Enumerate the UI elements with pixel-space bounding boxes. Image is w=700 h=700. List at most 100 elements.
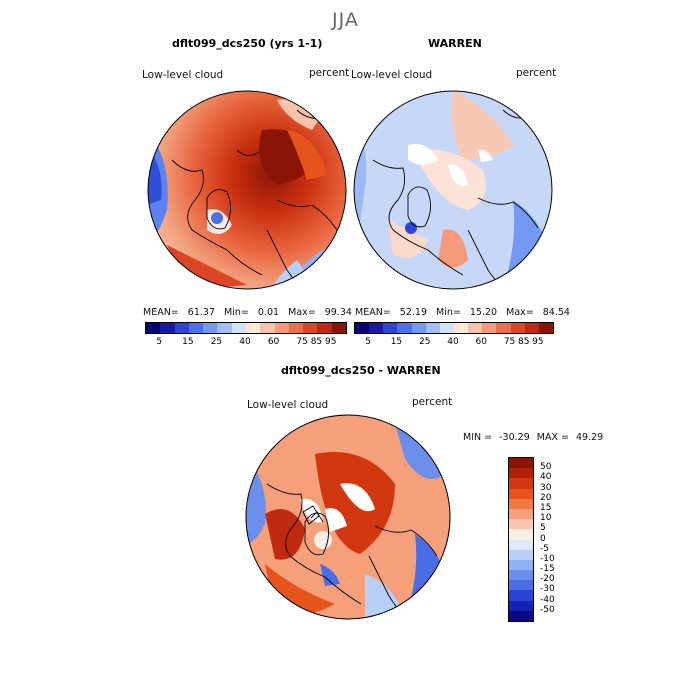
colorbar-swatch bbox=[496, 323, 511, 333]
panel2-mean-value: 52.19 bbox=[399, 307, 427, 318]
colorbar-swatch bbox=[482, 323, 497, 333]
diff-colorbar bbox=[508, 457, 534, 622]
colorbar-tick-label: -15 bbox=[540, 564, 555, 575]
panel2-min-value: 15.20 bbox=[469, 307, 498, 318]
colorbar-swatch bbox=[288, 323, 304, 333]
colorbar-tick-label: 85 bbox=[310, 337, 323, 347]
colorbar-tick-label: 50 bbox=[540, 462, 552, 473]
panel2-variable-label: Low-level cloud bbox=[351, 69, 433, 81]
colorbar-tick-label: 60 bbox=[267, 337, 280, 347]
panel1-units-label: percent bbox=[309, 67, 350, 79]
colorbar-tick-label: 95 bbox=[324, 337, 337, 347]
colorbar-tick-label: -5 bbox=[540, 543, 549, 554]
colorbar-swatch bbox=[509, 539, 533, 550]
diff-max-value: 49.29 bbox=[576, 432, 604, 443]
colorbar-swatch bbox=[509, 468, 533, 479]
panel2-mean-label: MEAN= bbox=[355, 307, 391, 318]
season-title: JJA bbox=[332, 9, 359, 31]
colorbar-tick-label: 25 bbox=[418, 337, 431, 347]
panel1-min-label: Min= bbox=[224, 307, 249, 318]
colorbar-swatch bbox=[260, 323, 275, 333]
colorbar-swatch bbox=[160, 323, 175, 333]
panel2-min-label: Min= bbox=[436, 307, 461, 318]
panel1-mean-label: MEAN= bbox=[143, 307, 179, 318]
colorbar-tick-label: -20 bbox=[540, 574, 555, 585]
panel2-colorbar bbox=[354, 322, 554, 334]
colorbar-swatch bbox=[509, 559, 533, 571]
colorbar-tick-label: 15 bbox=[390, 337, 403, 347]
colorbar-swatch bbox=[174, 323, 189, 333]
colorbar-swatch bbox=[369, 323, 384, 333]
colorbar-swatch bbox=[509, 458, 533, 469]
colorbar-tick-label: 75 bbox=[503, 337, 516, 347]
colorbar-swatch bbox=[509, 580, 533, 591]
colorbar-swatch bbox=[509, 570, 533, 581]
colorbar-tick-label: 40 bbox=[239, 337, 251, 347]
colorbar-swatch bbox=[538, 323, 553, 333]
colorbar-swatch bbox=[274, 323, 289, 333]
colorbar-swatch bbox=[245, 323, 261, 333]
colorbar-swatch bbox=[509, 508, 533, 520]
colorbar-tick-label: 5 bbox=[365, 337, 372, 347]
colorbar-swatch bbox=[468, 323, 483, 333]
colorbar-tick-label: 25 bbox=[210, 337, 223, 347]
panel1-mean-value: 61.37 bbox=[187, 307, 215, 318]
colorbar-swatch bbox=[231, 323, 246, 333]
colorbar-swatch bbox=[317, 323, 332, 333]
colorbar-swatch bbox=[510, 323, 525, 333]
colorbar-tick-label: 40 bbox=[447, 337, 459, 347]
colorbar-tick-label: 85 bbox=[517, 337, 530, 347]
colorbar-swatch bbox=[509, 610, 533, 621]
colorbar-swatch bbox=[355, 323, 370, 333]
colorbar-swatch bbox=[411, 323, 426, 333]
colorbar-tick-label: 40 bbox=[540, 472, 552, 483]
colorbar-swatch bbox=[509, 498, 533, 509]
diff-min-value: -30.29 bbox=[499, 432, 530, 443]
colorbar-swatch bbox=[524, 323, 539, 333]
diff-colorbar-ticks: 50 40 30 20 15 10 5 0 -5 -10 -15 -20 -30 -40 -50 bbox=[540, 457, 570, 620]
colorbar-tick-label: 10 bbox=[540, 513, 552, 524]
colorbar-swatch bbox=[509, 529, 533, 540]
colorbar-tick-label: 15 bbox=[182, 337, 194, 347]
colorbar-tick-label: 60 bbox=[475, 337, 488, 347]
panel2-stats: MEAN= 52.19 Min= 15.20 Max= 84.54 bbox=[355, 307, 570, 318]
colorbar-tick-label: -30 bbox=[540, 584, 555, 595]
colorbar-tick-label: -40 bbox=[540, 594, 555, 605]
colorbar-swatch bbox=[397, 323, 412, 333]
colorbar-tick-label: -10 bbox=[540, 553, 555, 564]
colorbar-tick-label: 20 bbox=[540, 492, 552, 503]
colorbar-swatch bbox=[188, 323, 204, 333]
diff-min-label: MIN = bbox=[463, 432, 493, 443]
panel1-stats: MEAN= 61.37 Min= 0.01 Max= 99.34 bbox=[143, 307, 352, 318]
panel1-min-value: 0.01 bbox=[257, 307, 280, 318]
colorbar-swatch bbox=[509, 600, 533, 611]
colorbar-tick-label: -50 bbox=[540, 604, 555, 615]
panel2-max-label: Max= bbox=[506, 307, 534, 318]
colorbar-swatch bbox=[303, 323, 318, 333]
colorbar-swatch bbox=[509, 478, 533, 489]
panel2-units-label: percent bbox=[516, 67, 557, 79]
diff-variable-label: Low-level cloud bbox=[247, 399, 329, 411]
colorbar-tick-label: 75 bbox=[296, 337, 308, 347]
colorbar-swatch bbox=[383, 323, 398, 333]
panel1-polar-map bbox=[147, 90, 347, 290]
colorbar-swatch bbox=[217, 323, 232, 333]
panel1-max-label: Max= bbox=[288, 307, 316, 318]
colorbar-tick-label: 15 bbox=[540, 502, 552, 513]
panel1-colorbar bbox=[145, 322, 347, 334]
diff-stats: MIN = -30.29 MAX = 49.29 bbox=[463, 432, 603, 443]
colorbar-swatch bbox=[439, 323, 454, 333]
colorbar-swatch bbox=[453, 323, 469, 333]
colorbar-swatch bbox=[425, 323, 440, 333]
colorbar-swatch bbox=[509, 519, 533, 530]
panel2-polar-map bbox=[353, 90, 553, 290]
panel1-variable-label: Low-level cloud bbox=[142, 69, 224, 81]
colorbar-swatch bbox=[509, 590, 533, 601]
colorbar-swatch bbox=[146, 323, 161, 333]
colorbar-tick-label: 5 bbox=[540, 523, 546, 534]
diff-polar-map bbox=[245, 414, 451, 620]
colorbar-tick-label: 5 bbox=[156, 337, 163, 347]
diff-units-label: percent bbox=[412, 396, 453, 408]
colorbar-swatch bbox=[203, 323, 218, 333]
